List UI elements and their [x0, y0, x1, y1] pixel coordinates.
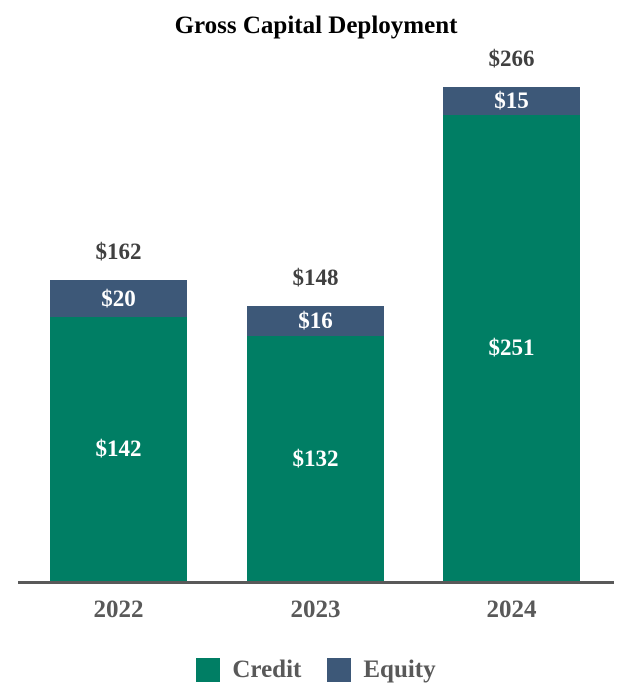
- bar-2023-equity-segment: $16: [247, 306, 384, 336]
- bar-2022: $20 $142: [50, 280, 187, 581]
- bar-2023-credit-segment: $132: [247, 336, 384, 581]
- x-axis-tick-2024: 2024: [486, 596, 537, 623]
- x-axis-tick-2023: 2023: [290, 596, 341, 623]
- bar-2022-credit-segment: $142: [50, 317, 187, 581]
- x-axis-tick-2022: 2022: [93, 596, 144, 623]
- legend-label-equity: Equity: [363, 656, 436, 683]
- bar-2024-equity-segment: $15: [443, 87, 580, 115]
- chart-title: Gross Capital Deployment: [174, 12, 458, 39]
- legend-swatch-credit-icon: [196, 658, 221, 682]
- legend-swatch-equity-icon: [327, 658, 352, 682]
- bar-2023: $16 $132: [247, 306, 384, 581]
- legend-label-credit: Credit: [232, 656, 302, 683]
- bar-2023-credit-value-label: $132: [292, 445, 339, 471]
- bar-2024-total-label: $266: [488, 46, 535, 71]
- bar-2024-equity-value-label: $15: [494, 88, 529, 113]
- legend: Credit Equity: [0, 656, 632, 684]
- bar-2023-equity-value-label: $16: [298, 308, 333, 333]
- bar-2022-total-label: $162: [95, 239, 142, 264]
- bar-2024: $15 $251: [443, 87, 580, 581]
- bar-2024-credit-value-label: $251: [488, 335, 535, 360]
- bar-2023-total-label: $148: [292, 265, 339, 290]
- bar-2022-credit-value-label: $142: [95, 436, 142, 461]
- bar-2024-credit-segment: $251: [443, 115, 580, 581]
- bar-2022-equity-value-label: $20: [101, 285, 136, 311]
- x-axis-line: [18, 581, 614, 584]
- bar-2022-equity-segment: $20: [50, 280, 187, 317]
